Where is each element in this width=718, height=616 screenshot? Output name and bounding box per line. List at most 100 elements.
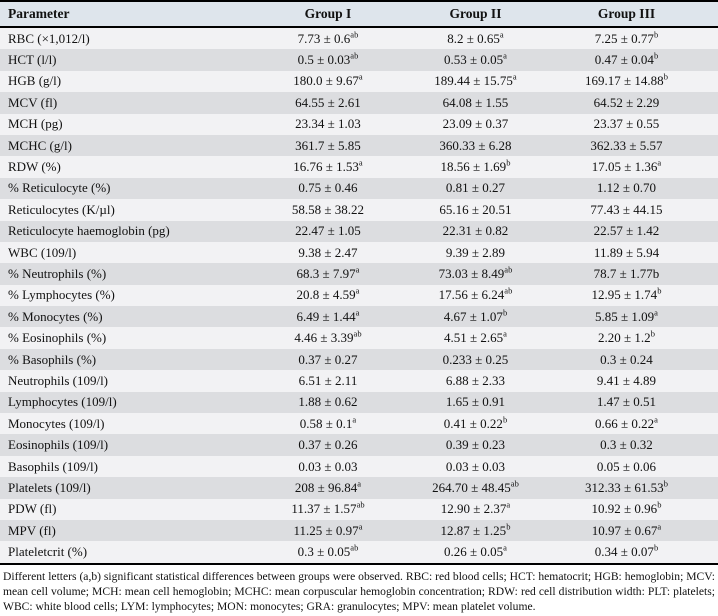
value-text: 5.85 ± 1.09: [595, 308, 655, 324]
value-text: 23.09 ± 0.37: [442, 116, 509, 132]
significance-letter: a: [358, 521, 363, 532]
value-text: 17.56 ± 6.24: [438, 287, 505, 303]
value-text: 169.17 ± 14.88: [585, 73, 664, 89]
column-header-group3: Group III: [535, 1, 718, 28]
significance-letter: ab: [356, 499, 365, 510]
group1-value-cell: 0.37 ± 0.26: [240, 434, 416, 455]
table-row: Neutrophils (109/l) 6.51 ± 2.11 6.88 ± 2.3…: [0, 370, 718, 392]
group2-value-cell: 12.90 ± 2.37a: [416, 499, 535, 520]
group3-value-cell: 23.37 ± 0.55: [535, 114, 718, 135]
group2-value-cell: 12.87 ± 1.25b: [416, 520, 535, 541]
value-text: 20.8 ± 4.59: [296, 287, 356, 303]
significance-letter: a: [355, 264, 360, 275]
group1-value-cell: 68.3 ± 7.97a: [240, 263, 416, 284]
significance-letter: ab: [350, 50, 359, 61]
value-text: 11.89 ± 5.94: [593, 244, 660, 260]
value-text: 361.7 ± 5.85: [295, 137, 361, 153]
significance-letter: a: [357, 478, 362, 489]
group1-value-cell: 6.49 ± 1.44a: [240, 306, 416, 327]
group3-value-cell: 0.66 ± 0.22a: [535, 413, 718, 434]
table-row: Plateletcrit (%) 0.3 ± 0.05ab 0.26 ± 0.05a…: [0, 541, 718, 564]
value-text: 64.55 ± 2.61: [295, 94, 361, 110]
value-text: 1.88 ± 0.62: [298, 394, 358, 410]
value-text: 0.3 ± 0.05: [297, 544, 351, 560]
value-text: 0.81 ± 0.27: [445, 180, 506, 196]
value-text: 68.3 ± 7.97: [296, 265, 356, 281]
group1-value-cell: 9.38 ± 2.47: [240, 242, 416, 263]
group3-value-cell: 10.97 ± 0.67a: [535, 520, 718, 541]
group1-value-cell: 0.5 ± 0.03ab: [240, 49, 416, 70]
group2-value-cell: 17.56 ± 6.24ab: [416, 285, 535, 306]
table-row: % Basophils (%) 0.37 ± 0.27 0.233 ± 0.25 0.…: [0, 348, 718, 371]
significance-letter: a: [512, 72, 517, 83]
value-text: 6.51 ± 2.11: [298, 372, 358, 388]
group1-value-cell: 0.3 ± 0.05ab: [240, 541, 416, 563]
parameter-cell: Plateletcrit (%): [8, 544, 88, 560]
group3-value-cell: 5.85 ± 1.09a: [535, 306, 718, 327]
value-text: 0.39 ± 0.23: [445, 437, 506, 453]
significance-letter: a: [654, 307, 658, 318]
value-text: 17.05 ± 1.36: [591, 159, 658, 175]
value-text: 0.75 ± 0.46: [298, 180, 358, 196]
group1-value-cell: 20.8 ± 4.59a: [240, 285, 416, 306]
value-text: 12.95 ± 1.74: [591, 287, 658, 303]
group2-value-cell: 0.41 ± 0.22b: [416, 413, 535, 434]
group3-value-cell: 10.92 ± 0.96b: [535, 499, 718, 520]
significance-letter: a: [355, 307, 360, 318]
table-row: % Lymphocytes (%) 20.8 ± 4.59a 17.56 ± 6.2…: [0, 284, 718, 307]
value-text: 1.12 ± 0.70: [596, 180, 657, 196]
value-text: 0.37 ± 0.26: [298, 437, 358, 453]
group2-value-cell: 8.2 ± 0.65a: [416, 27, 535, 49]
table-row: Monocytes (109/l) 0.58 ± 0.1a 0.41 ± 0.22b…: [0, 413, 718, 435]
group3-value-cell: 0.47 ± 0.04b: [535, 49, 718, 70]
group1-value-cell: 58.58 ± 38.22: [240, 199, 416, 220]
group3-value-cell: 0.3 ± 0.32: [535, 434, 718, 455]
group1-value-cell: 23.34 ± 1.03: [240, 114, 416, 135]
group3-value-cell: 77.43 ± 44.15: [535, 199, 718, 220]
group3-value-cell: 1.47 ± 0.51: [535, 392, 718, 413]
parameter-cell: RBC (×1,012/l): [8, 30, 90, 46]
table-row: RBC (×1,012/l) 7.73 ± 0.6ab 8.2 ± 0.65a 7.2…: [0, 27, 718, 50]
group3-value-cell: 0.05 ± 0.06: [535, 456, 718, 477]
group3-value-cell: 11.89 ± 5.94: [535, 242, 718, 263]
group1-value-cell: 0.37 ± 0.27: [240, 349, 416, 370]
significance-letter: a: [657, 521, 662, 532]
group2-value-cell: 23.09 ± 0.37: [416, 114, 535, 135]
value-text: 0.03 ± 0.03: [298, 458, 358, 474]
value-text: 6.88 ± 2.33: [445, 372, 506, 388]
table-row: % Monocytes (%) 6.49 ± 1.44a 4.67 ± 1.07b 5…: [0, 306, 718, 328]
value-text: 362.33 ± 5.57: [590, 137, 663, 153]
value-text: 208 ± 96.84: [294, 479, 358, 495]
group2-value-cell: 9.39 ± 2.89: [416, 242, 535, 263]
table-row: MCH (pg) 23.34 ± 1.03 23.09 ± 0.37 23.37 ± …: [0, 113, 718, 135]
value-text: 78.7 ± 1.77b: [593, 265, 660, 281]
group2-value-cell: 4.51 ± 2.65a: [416, 327, 535, 348]
group2-value-cell: 0.03 ± 0.03: [416, 456, 535, 477]
group1-value-cell: 361.7 ± 5.85: [240, 135, 416, 156]
value-text: 0.66 ± 0.22: [595, 415, 655, 431]
parameter-cell: % Neutrophils (%): [8, 265, 107, 281]
value-text: 0.41 ± 0.22: [443, 415, 503, 431]
value-text: 0.5 ± 0.03: [297, 52, 351, 68]
significance-letter: b: [650, 328, 655, 339]
column-header-group2: Group II: [416, 1, 535, 28]
significance-letter: b: [653, 29, 659, 40]
group1-value-cell: 0.58 ± 0.1a: [240, 413, 416, 434]
group2-value-cell: 0.26 ± 0.05a: [416, 541, 535, 563]
group2-value-cell: 4.67 ± 1.07b: [416, 306, 535, 327]
table-row: Basophils (109/l) 0.03 ± 0.03 0.03 ± 0.03 0…: [0, 455, 718, 478]
group2-value-cell: 6.88 ± 2.33: [416, 370, 535, 391]
group1-value-cell: 11.25 ± 0.97a: [240, 520, 416, 541]
value-text: 64.08 ± 1.55: [442, 94, 509, 110]
value-text: 16.76 ± 1.53: [293, 159, 359, 175]
value-text: 0.37 ± 0.27: [298, 351, 358, 367]
group1-value-cell: 4.46 ± 3.39ab: [240, 327, 416, 348]
group3-value-cell: 1.12 ± 0.70: [535, 178, 718, 199]
value-text: 64.52 ± 2.29: [593, 94, 660, 110]
parameter-cell: Lymphocytes (109/l): [8, 394, 117, 410]
parameter-cell: HGB (g/l): [8, 73, 62, 89]
group1-value-cell: 7.73 ± 0.6ab: [240, 27, 416, 49]
value-text: 12.90 ± 2.37: [440, 501, 507, 517]
value-text: 10.97 ± 0.67: [591, 522, 658, 538]
